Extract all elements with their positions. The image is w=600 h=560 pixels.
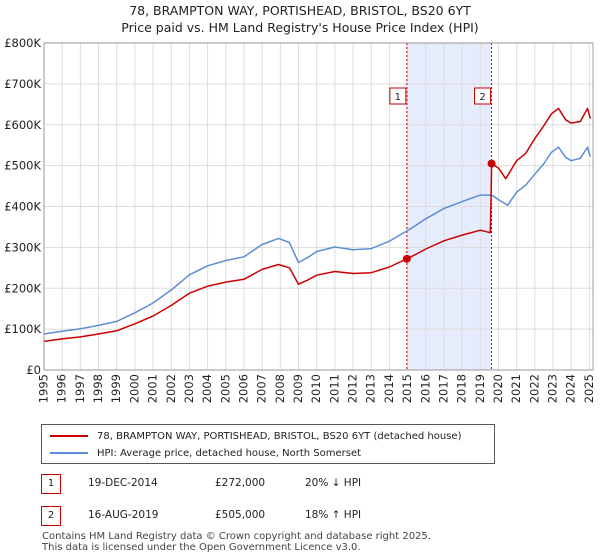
y-tick-label: £200K bbox=[4, 281, 41, 295]
sale-marker-box bbox=[389, 87, 407, 105]
sale-marker-number: 2 bbox=[479, 92, 485, 103]
y-tick-label: £700K bbox=[4, 77, 41, 91]
footer-copyright: Contains HM Land Registry data © Crown c… bbox=[42, 531, 431, 542]
y-tick-label: £600K bbox=[4, 118, 41, 132]
chart-title-line-2: Price paid vs. HM Land Registry's House … bbox=[121, 20, 479, 35]
series-line-property bbox=[43, 107, 592, 343]
x-tick-label: 2022 bbox=[527, 374, 541, 403]
chart-legend: 78, BRAMPTON WAY, PORTISHEAD, BRISTOL, B… bbox=[41, 424, 495, 464]
chart-title-line-1: 78, BRAMPTON WAY, PORTISHEAD, BRISTOL, B… bbox=[129, 3, 471, 18]
sale-hpi-comparison: 20% ↓ HPI bbox=[305, 477, 362, 489]
x-tick-label: 2005 bbox=[218, 374, 232, 403]
x-tick-label: 2024 bbox=[564, 374, 578, 403]
footer-licence: This data is licensed under the Open Gov… bbox=[42, 542, 361, 553]
x-tick-label: 2007 bbox=[255, 374, 269, 403]
x-tick-label: 2011 bbox=[327, 374, 341, 403]
sale-marker-label: 1 bbox=[41, 474, 61, 494]
x-tick-label: 2020 bbox=[491, 374, 505, 403]
sale-price: £272,000 bbox=[215, 477, 266, 489]
x-tick-label: 2021 bbox=[509, 374, 523, 403]
x-tick-label: 2014 bbox=[382, 374, 396, 403]
plot-border bbox=[43, 42, 594, 371]
x-tick-label: 2025 bbox=[582, 374, 596, 403]
x-tick-label: 2000 bbox=[127, 374, 141, 403]
sale-hpi-comparison: 18% ↑ HPI bbox=[305, 509, 362, 521]
x-tick-label: 1999 bbox=[109, 374, 123, 403]
x-tick-label: 2006 bbox=[236, 374, 250, 403]
x-tick-label: 2015 bbox=[400, 374, 414, 403]
sale-row-1: 1 19-DEC-2014 £272,000 20% ↓ HPI bbox=[41, 474, 561, 494]
x-tick-label: 2012 bbox=[346, 374, 360, 403]
sale-marker-number: 1 bbox=[395, 92, 401, 103]
sale-date: 19-DEC-2014 bbox=[88, 477, 158, 489]
x-tick-label: 2004 bbox=[200, 374, 214, 403]
y-tick-label: £500K bbox=[4, 159, 41, 173]
x-tick-label: 2010 bbox=[309, 374, 323, 403]
x-tick-label: 2017 bbox=[436, 374, 450, 403]
x-tick-label: 2009 bbox=[291, 374, 305, 403]
legend-swatch-property bbox=[50, 435, 88, 437]
x-tick-label: 1997 bbox=[73, 374, 87, 403]
sale-marker-box bbox=[474, 87, 492, 105]
x-tick-label: 2016 bbox=[418, 374, 432, 403]
y-tick-label: £400K bbox=[4, 200, 41, 214]
x-tick-label: 2018 bbox=[455, 374, 469, 403]
x-tick-label: 2008 bbox=[273, 374, 287, 403]
x-tick-label: 1995 bbox=[37, 374, 51, 403]
x-tick-label: 2001 bbox=[146, 374, 160, 403]
x-tick-label: 2019 bbox=[473, 374, 487, 403]
sale-point bbox=[487, 159, 496, 168]
sale-marker-label: 2 bbox=[41, 506, 61, 526]
x-tick-label: 2002 bbox=[164, 374, 178, 403]
legend-item-property: 78, BRAMPTON WAY, PORTISHEAD, BRISTOL, B… bbox=[50, 428, 462, 444]
x-tick-label: 1996 bbox=[55, 374, 69, 403]
legend-label-hpi: HPI: Average price, detached house, Nort… bbox=[97, 447, 362, 459]
x-tick-label: 2023 bbox=[546, 374, 560, 403]
series-line-hpi bbox=[43, 146, 592, 335]
price-chart: £0 £100K £200K £300K £400K £500K £600K £700K £80… bbox=[4, 36, 596, 403]
sale-row-2: 2 16-AUG-2019 £505,000 18% ↑ HPI bbox=[41, 506, 561, 526]
sale-date: 16-AUG-2019 bbox=[88, 509, 159, 521]
x-tick-label: 2003 bbox=[182, 374, 196, 403]
y-tick-label: £300K bbox=[4, 240, 41, 254]
x-tick-label: 1998 bbox=[91, 374, 105, 403]
sale-price: £505,000 bbox=[215, 509, 266, 521]
attribution-footer: Contains HM Land Registry data © Crown c… bbox=[42, 531, 431, 553]
y-tick-label: £800K bbox=[4, 36, 41, 50]
legend-swatch-hpi bbox=[50, 452, 88, 454]
sale-point bbox=[402, 254, 411, 263]
legend-label-property: 78, BRAMPTON WAY, PORTISHEAD, BRISTOL, B… bbox=[97, 430, 462, 442]
y-tick-label: £0 bbox=[26, 363, 41, 377]
y-tick-label: £100K bbox=[4, 322, 41, 336]
legend-item-hpi: HPI: Average price, detached house, Nort… bbox=[50, 445, 361, 461]
x-tick-label: 2013 bbox=[364, 374, 378, 403]
